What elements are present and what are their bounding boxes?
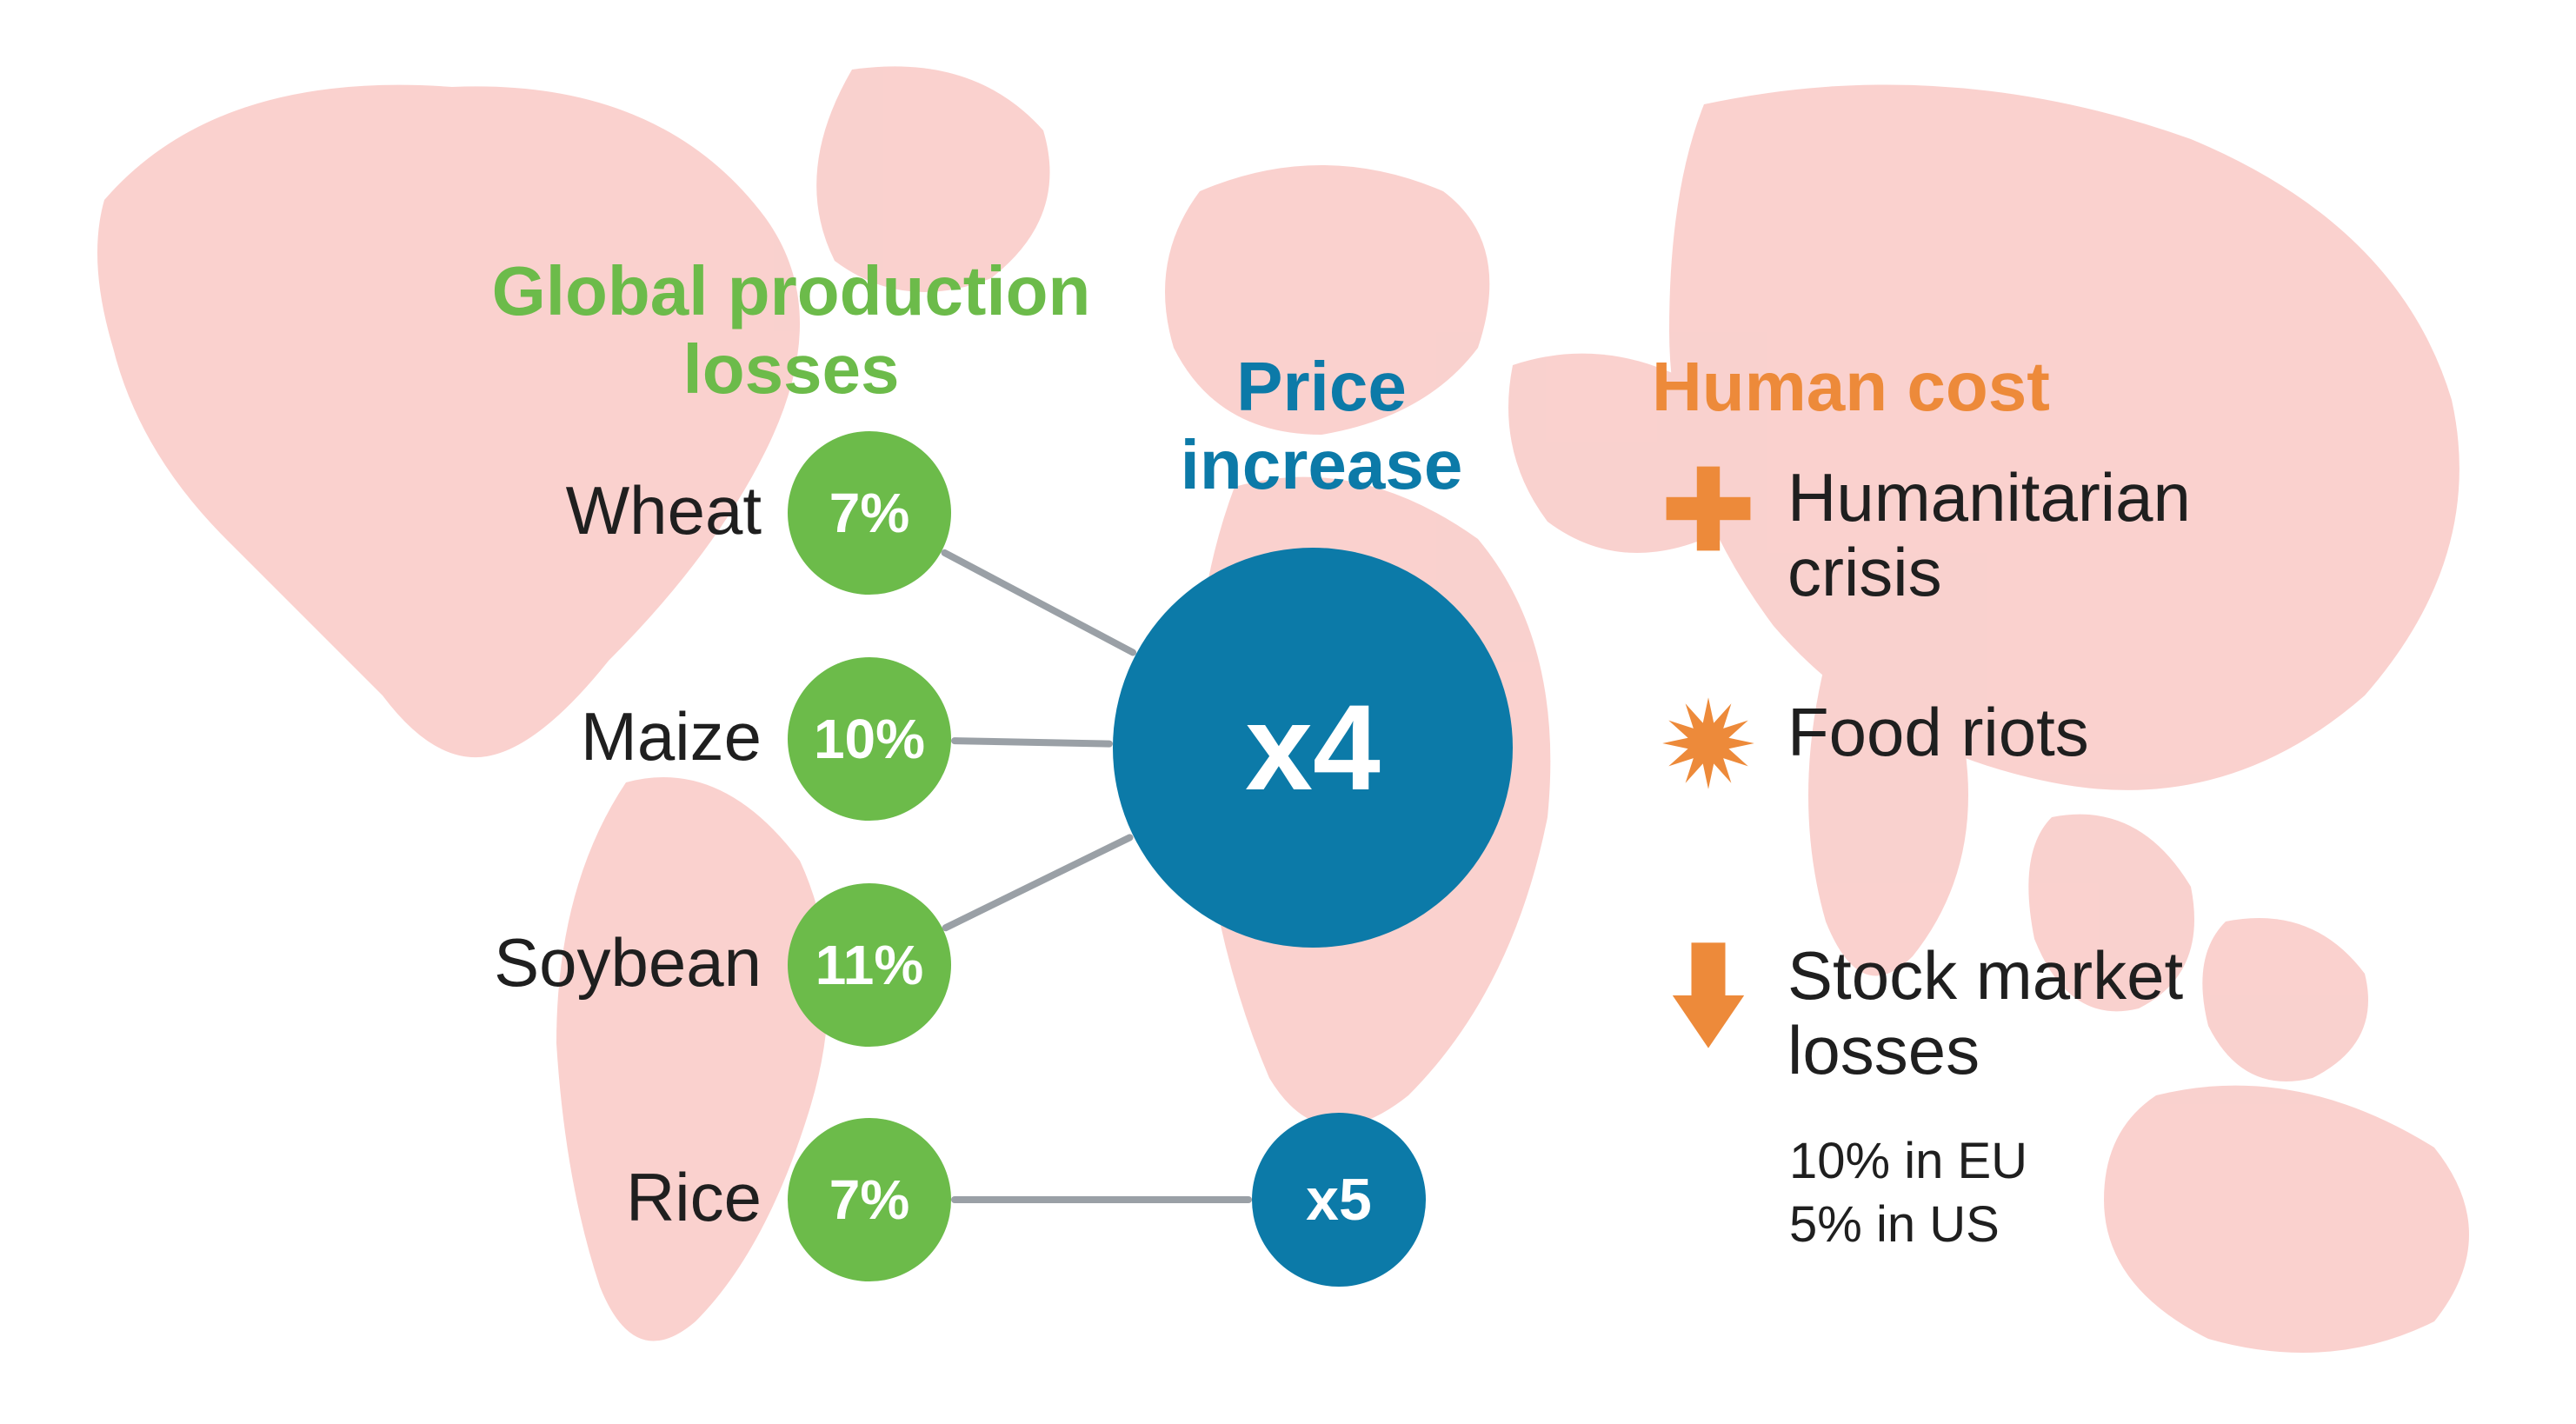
heading-price-line1: Price	[1236, 348, 1407, 425]
stock-market-sub-line1: 10% in EU	[1789, 1133, 2027, 1189]
heading-price-increase: Price increase	[1139, 348, 1504, 503]
plus-icon	[1661, 461, 1756, 561]
production-bubble-wheat: 7%	[788, 431, 951, 595]
heading-production-line2: losses	[682, 330, 899, 408]
connector-line	[940, 548, 1137, 656]
burst-icon	[1661, 695, 1756, 795]
heading-human-text: Human cost	[1652, 348, 2050, 425]
price-bubble-large: x4	[1113, 548, 1513, 948]
human-cost-text: Food riots	[1787, 695, 2089, 770]
heading-human-cost: Human cost	[1652, 348, 2139, 426]
heading-price-line2: increase	[1181, 426, 1463, 503]
human-cost-text: Humanitariancrisis	[1787, 461, 2191, 610]
production-bubble-maize: 10%	[788, 657, 951, 821]
price-bubble-small: x5	[1252, 1113, 1426, 1287]
human-cost-item-plus: Humanitariancrisis	[1661, 461, 2191, 610]
crop-label-maize: Maize	[405, 697, 762, 776]
production-bubble-soybean: 11%	[788, 883, 951, 1047]
arrow-icon	[1661, 939, 1756, 1056]
heading-production-line1: Global production	[492, 252, 1091, 329]
human-cost-item-burst: Food riots	[1661, 695, 2089, 795]
crop-label-soybean: Soybean	[405, 923, 762, 1002]
infographic-stage: Global production losses Price increase …	[0, 0, 2576, 1424]
connector-line	[942, 833, 1135, 933]
production-bubble-rice: 7%	[788, 1118, 951, 1281]
connector-line	[951, 1196, 1252, 1203]
connector-line	[951, 737, 1113, 748]
heading-production-losses: Global production losses	[487, 252, 1095, 408]
stock-market-sub: 10% in EU 5% in US	[1789, 1130, 2027, 1256]
crop-label-wheat: Wheat	[405, 471, 762, 550]
human-cost-text: Stock marketlosses	[1787, 939, 2183, 1088]
human-cost-item-arrow: Stock marketlosses	[1661, 939, 2183, 1088]
crop-label-rice: Rice	[405, 1158, 762, 1237]
stock-market-sub-line2: 5% in US	[1789, 1196, 2000, 1253]
